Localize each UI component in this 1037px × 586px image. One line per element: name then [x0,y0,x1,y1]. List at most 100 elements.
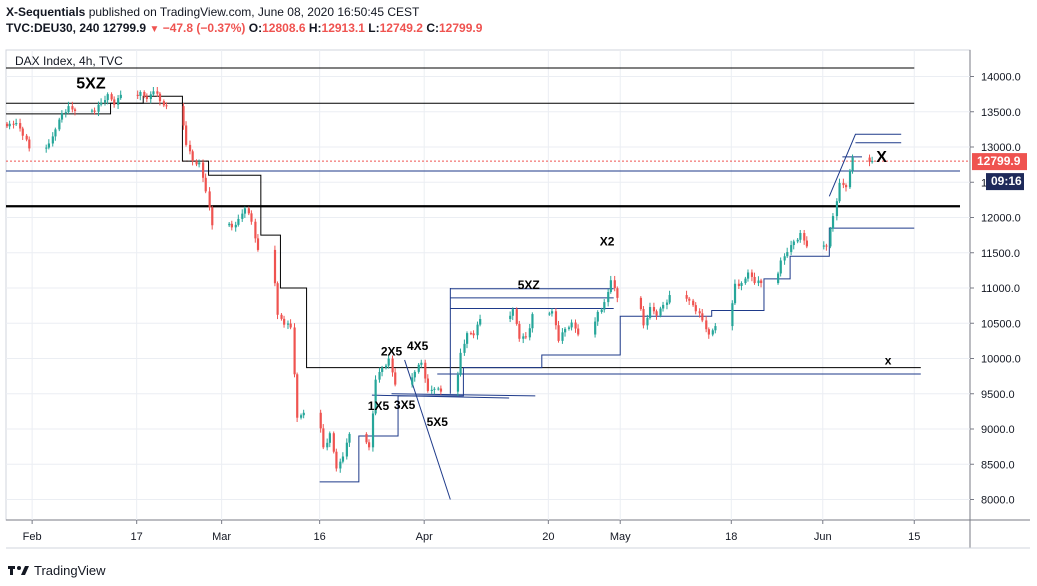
candle-body [639,297,643,310]
author-name[interactable]: X-Sequentials [6,5,86,19]
candle-body [707,329,710,335]
candle-body [757,280,760,284]
low-value: 12749.2 [379,21,423,35]
candles [6,87,874,473]
candle-body [136,94,139,96]
chart-title: DAX Index, 4h, TVC [15,54,123,68]
candle-body [104,100,107,103]
candle-body [204,177,207,192]
candle-body [420,362,423,365]
candle-body [322,428,325,448]
open-label: O: [248,21,263,35]
candle-body [831,216,835,229]
candle-body [574,322,577,329]
annotation-label: X [876,149,887,166]
x-tick-label: 17 [131,531,143,543]
candle-body [365,433,368,443]
candle-body [335,451,338,469]
candle-body [162,101,166,106]
candle-body [844,185,848,188]
candle-body [145,96,149,100]
candle-body [19,123,22,129]
candle-body [378,371,381,380]
candle-body [188,144,192,152]
candle-body [332,433,335,452]
plot-frame [5,49,971,521]
candle-body [567,327,571,329]
x-tick-label: Mar [212,531,231,543]
y-tick-label: 13500.0 [981,107,1021,119]
candle-body [701,313,704,321]
candle-body [21,128,24,136]
candle-body [825,245,828,247]
tdst-steps [6,95,921,500]
candle-body [746,272,750,279]
candle-body [842,182,845,186]
quote-line: TVC:DEU30, 240 12799.9 ▼ −47.8 (−0.37%) … [6,20,1026,38]
candle-body [191,151,194,162]
candle-body [786,252,789,257]
candle-body [439,388,443,392]
candle-body [54,129,57,137]
candle-body [430,389,433,391]
candle-body [851,157,854,171]
x-tick-label: Apr [416,531,433,543]
y-tick-label: 12000.0 [981,213,1021,225]
candle-body [476,324,479,336]
x-tick-label: Jun [814,531,832,543]
y-tick-label: 11000.0 [981,283,1020,295]
x-tick-label: May [610,531,631,543]
horizontal-levels [6,67,970,208]
candle-body [803,233,806,241]
candle-body [6,123,9,127]
candle-body [779,260,782,274]
annotation-label: 3X5 [394,398,416,412]
candle-body [47,143,51,148]
candle-body [426,378,430,391]
candle-body [511,309,514,316]
candle-body [283,318,286,325]
candle-body [424,362,427,379]
candle-body [273,249,277,284]
last-price-tag [972,153,1027,171]
candle-body [208,191,211,208]
candle-body [740,283,743,286]
grid [6,50,970,520]
chart-header: X-Sequentials published on TradingView.c… [6,4,1026,38]
candle-body [564,328,567,333]
y-tick-label: 13000.0 [981,142,1021,154]
candle-body [665,302,669,305]
candle-body [528,328,531,338]
candle-body [348,433,351,443]
y-tick-label: 10500.0 [981,318,1021,330]
candle-body [554,311,558,326]
x-tick-label: Feb [23,531,42,543]
candle-body [688,298,691,301]
tdst-down-steps [6,95,921,369]
candle-body [466,333,469,344]
footer-brand[interactable]: TradingView [34,562,106,578]
high-value: 12913.1 [321,21,365,35]
candle-body [469,333,473,335]
candle-body [577,328,580,335]
candle-body [515,309,518,324]
candle-body [296,374,299,418]
candle-body [371,413,375,448]
candle-body [97,104,100,112]
candle-body [117,98,120,105]
candle-body [616,288,619,298]
x-tick-label: 20 [542,531,554,543]
candle-body [799,233,802,240]
candle-body [302,412,305,416]
candle-body [185,125,188,145]
candle-body [12,123,15,125]
candle-body [143,92,146,97]
annotation-label: 1X5 [368,399,390,413]
tdst-blue-segment [828,133,902,197]
candle-body [8,123,11,127]
candle-body [603,302,606,310]
close-label: C: [426,21,439,35]
candle-body [293,327,296,375]
price-axis: 8000.0 8500.0 9000.0 9500.0 10000.0 10500.0 11… [970,72,1027,507]
